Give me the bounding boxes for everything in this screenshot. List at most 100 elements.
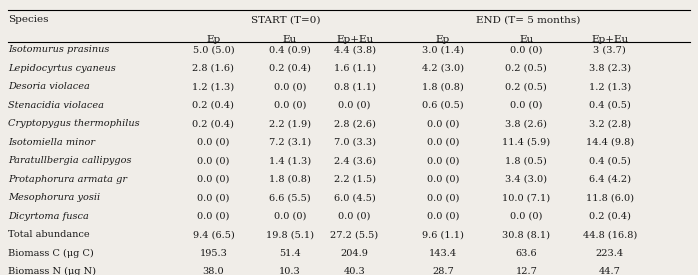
Text: 9.6 (1.1): 9.6 (1.1) — [422, 230, 463, 239]
Text: 3.2 (2.8): 3.2 (2.8) — [588, 119, 631, 128]
Text: Lepidocyrtus cyaneus: Lepidocyrtus cyaneus — [8, 64, 116, 73]
Text: 1.6 (1.1): 1.6 (1.1) — [334, 64, 376, 73]
Text: 0.0 (0): 0.0 (0) — [510, 212, 542, 221]
Text: Ep: Ep — [436, 35, 450, 44]
Text: 28.7: 28.7 — [432, 267, 454, 275]
Text: 0.4 (0.9): 0.4 (0.9) — [269, 45, 311, 54]
Text: 38.0: 38.0 — [202, 267, 224, 275]
Text: END (T= 5 months): END (T= 5 months) — [476, 15, 580, 24]
Text: 3 (3.7): 3 (3.7) — [593, 45, 626, 54]
Text: 0.0 (0): 0.0 (0) — [510, 45, 542, 54]
Text: 2.2 (1.9): 2.2 (1.9) — [269, 119, 311, 128]
Text: 4.4 (3.8): 4.4 (3.8) — [334, 45, 376, 54]
Text: Stenacidia violacea: Stenacidia violacea — [8, 101, 104, 110]
Text: 223.4: 223.4 — [595, 249, 624, 258]
Text: 27.2 (5.5): 27.2 (5.5) — [330, 230, 378, 239]
Text: 30.8 (8.1): 30.8 (8.1) — [503, 230, 550, 239]
Text: 1.8 (0.8): 1.8 (0.8) — [269, 175, 311, 184]
Text: Biomass C (μg C): Biomass C (μg C) — [8, 249, 94, 258]
Text: Desoria violacea: Desoria violacea — [8, 82, 90, 91]
Text: Eu: Eu — [283, 35, 297, 44]
Text: 7.2 (3.1): 7.2 (3.1) — [269, 138, 311, 147]
Text: Protaphorura armata gr: Protaphorura armata gr — [8, 175, 127, 184]
Text: 0.0 (0): 0.0 (0) — [274, 82, 306, 91]
Text: 0.0 (0): 0.0 (0) — [274, 212, 306, 221]
Text: 0.4 (0.5): 0.4 (0.5) — [589, 101, 630, 110]
Text: 1.8 (0.5): 1.8 (0.5) — [505, 156, 547, 165]
Text: 3.8 (2.6): 3.8 (2.6) — [505, 119, 547, 128]
Text: Mesophorura yosii: Mesophorura yosii — [8, 193, 101, 202]
Text: 195.3: 195.3 — [200, 249, 228, 258]
Text: Total abundance: Total abundance — [8, 230, 90, 239]
Text: 0.2 (0.4): 0.2 (0.4) — [193, 119, 235, 128]
Text: 12.7: 12.7 — [515, 267, 537, 275]
Text: 2.4 (3.6): 2.4 (3.6) — [334, 156, 376, 165]
Text: 0.4 (0.5): 0.4 (0.5) — [589, 156, 630, 165]
Text: 0.2 (0.5): 0.2 (0.5) — [505, 64, 547, 73]
Text: Isotomiella minor: Isotomiella minor — [8, 138, 96, 147]
Text: 0.0 (0): 0.0 (0) — [510, 101, 542, 110]
Text: 0.0 (0): 0.0 (0) — [426, 138, 459, 147]
Text: 7.0 (3.3): 7.0 (3.3) — [334, 138, 376, 147]
Text: 0.2 (0.4): 0.2 (0.4) — [269, 64, 311, 73]
Text: 0.0 (0): 0.0 (0) — [274, 101, 306, 110]
Text: 2.8 (2.6): 2.8 (2.6) — [334, 119, 376, 128]
Text: 0.6 (0.5): 0.6 (0.5) — [422, 101, 463, 110]
Text: Cryptopygus thermophilus: Cryptopygus thermophilus — [8, 119, 140, 128]
Text: 11.8 (6.0): 11.8 (6.0) — [586, 193, 634, 202]
Text: 0.0 (0): 0.0 (0) — [426, 175, 459, 184]
Text: 0.0 (0): 0.0 (0) — [198, 193, 230, 202]
Text: 10.3: 10.3 — [279, 267, 301, 275]
Text: 3.8 (2.3): 3.8 (2.3) — [588, 64, 631, 73]
Text: 9.4 (6.5): 9.4 (6.5) — [193, 230, 235, 239]
Text: 11.4 (5.9): 11.4 (5.9) — [503, 138, 550, 147]
Text: 1.8 (0.8): 1.8 (0.8) — [422, 82, 463, 91]
Text: 1.4 (1.3): 1.4 (1.3) — [269, 156, 311, 165]
Text: Ep+Eu: Ep+Eu — [591, 35, 628, 44]
Text: 40.3: 40.3 — [343, 267, 366, 275]
Text: 0.8 (1.1): 0.8 (1.1) — [334, 82, 376, 91]
Text: 51.4: 51.4 — [279, 249, 301, 258]
Text: 0.0 (0): 0.0 (0) — [198, 156, 230, 165]
Text: Paratullbergia callipygos: Paratullbergia callipygos — [8, 156, 132, 165]
Text: 3.0 (1.4): 3.0 (1.4) — [422, 45, 464, 54]
Text: Ep: Ep — [207, 35, 221, 44]
Text: 6.0 (4.5): 6.0 (4.5) — [334, 193, 376, 202]
Text: 5.0 (5.0): 5.0 (5.0) — [193, 45, 235, 54]
Text: 2.8 (1.6): 2.8 (1.6) — [193, 64, 235, 73]
Text: 19.8 (5.1): 19.8 (5.1) — [266, 230, 314, 239]
Text: 204.9: 204.9 — [341, 249, 369, 258]
Text: Species: Species — [8, 15, 49, 24]
Text: START (T=0): START (T=0) — [251, 15, 320, 24]
Text: 44.8 (16.8): 44.8 (16.8) — [583, 230, 637, 239]
Text: 0.0 (0): 0.0 (0) — [198, 138, 230, 147]
Text: 63.6: 63.6 — [515, 249, 537, 258]
Text: 0.0 (0): 0.0 (0) — [426, 156, 459, 165]
Text: 6.4 (4.2): 6.4 (4.2) — [588, 175, 631, 184]
Text: 0.0 (0): 0.0 (0) — [339, 101, 371, 110]
Text: 1.2 (1.3): 1.2 (1.3) — [588, 82, 631, 91]
Text: 1.2 (1.3): 1.2 (1.3) — [193, 82, 235, 91]
Text: 0.2 (0.4): 0.2 (0.4) — [193, 101, 235, 110]
Text: 0.0 (0): 0.0 (0) — [198, 212, 230, 221]
Text: Ep+Eu: Ep+Eu — [336, 35, 373, 44]
Text: Biomass N (μg N): Biomass N (μg N) — [8, 267, 96, 275]
Text: 14.4 (9.8): 14.4 (9.8) — [586, 138, 634, 147]
Text: 0.0 (0): 0.0 (0) — [339, 212, 371, 221]
Text: Dicyrtoma fusca: Dicyrtoma fusca — [8, 212, 89, 221]
Text: 6.6 (5.5): 6.6 (5.5) — [269, 193, 311, 202]
Text: Eu: Eu — [519, 35, 533, 44]
Text: 0.2 (0.5): 0.2 (0.5) — [505, 82, 547, 91]
Text: Isotomurus prasinus: Isotomurus prasinus — [8, 45, 110, 54]
Text: 0.2 (0.4): 0.2 (0.4) — [589, 212, 631, 221]
Text: 10.0 (7.1): 10.0 (7.1) — [503, 193, 550, 202]
Text: 0.0 (0): 0.0 (0) — [426, 119, 459, 128]
Text: 0.0 (0): 0.0 (0) — [198, 175, 230, 184]
Text: 4.2 (3.0): 4.2 (3.0) — [422, 64, 464, 73]
Text: 2.2 (1.5): 2.2 (1.5) — [334, 175, 376, 184]
Text: 3.4 (3.0): 3.4 (3.0) — [505, 175, 547, 184]
Text: 0.0 (0): 0.0 (0) — [426, 193, 459, 202]
Text: 143.4: 143.4 — [429, 249, 457, 258]
Text: 44.7: 44.7 — [599, 267, 621, 275]
Text: 0.0 (0): 0.0 (0) — [426, 212, 459, 221]
